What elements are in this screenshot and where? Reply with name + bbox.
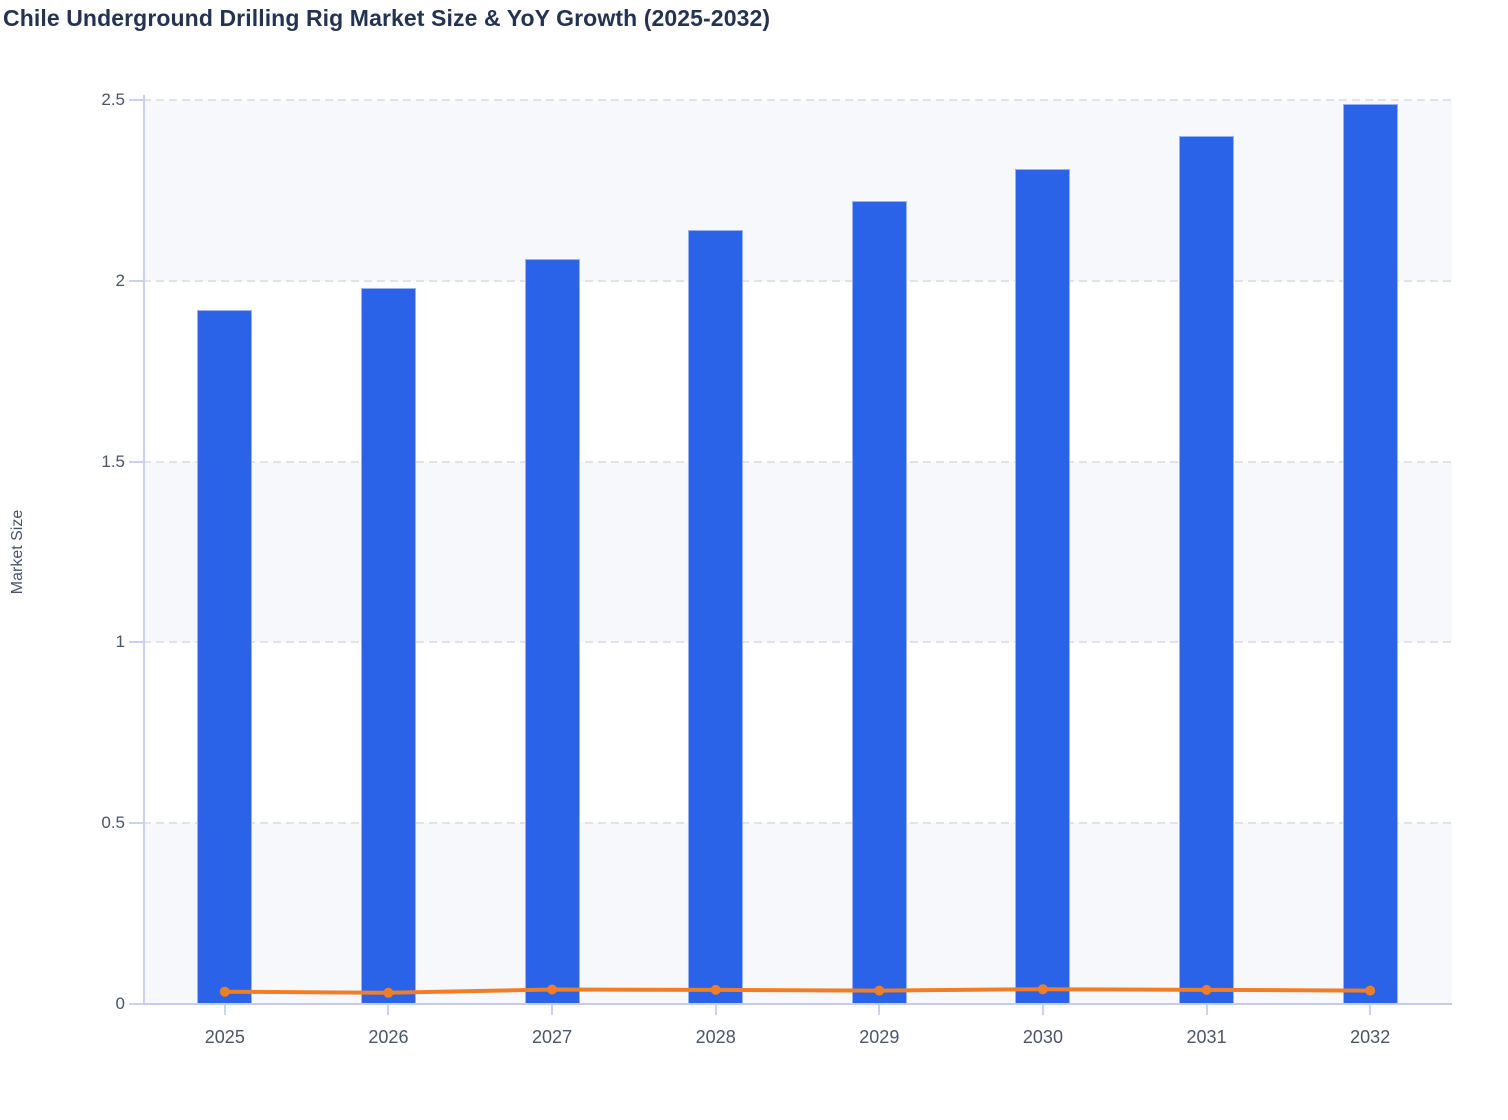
x-axis-tick-label: 2025 [204,1027,245,1047]
bar-2026[interactable] [360,288,416,1004]
x-axis-tick [1369,1005,1372,1015]
yoy-growth-line [222,987,1373,995]
y-axis-tick [129,822,143,825]
x-axis-tick-label: 2030 [1022,1027,1063,1047]
gridline [143,279,1452,282]
y-axis-line [143,95,145,1004]
bar-2025[interactable] [197,309,253,1004]
yoy-growth-point-2031[interactable] [1201,984,1212,995]
y-axis-tick-label: 0.5 [101,813,125,833]
yoy-growth-point-2030[interactable] [1037,984,1048,995]
yoy-growth-point-2032[interactable] [1365,985,1376,996]
bar-2031[interactable] [1179,136,1235,1004]
x-axis-tick [714,1005,717,1015]
x-axis-tick [1205,1005,1208,1015]
gridline [143,641,1452,644]
y-axis-tick-label: 1 [115,632,125,652]
y-axis-tick-label: 2 [115,270,125,290]
yoy-growth-point-2028[interactable] [710,984,721,995]
y-axis-tick-label: 0 [115,994,125,1013]
gridline [143,460,1452,463]
y-axis-tick-label: 1.5 [101,451,125,471]
gridline [143,99,1452,101]
x-axis-tick-label: 2032 [1350,1027,1391,1047]
y-axis-title: Market Size [9,509,26,595]
yoy-growth-line-layer [219,984,1376,998]
x-axis-tick-label: 2027 [532,1027,573,1047]
bar-2029[interactable] [851,201,907,1004]
x-axis-tick-label: 2028 [695,1027,736,1047]
x-axis-tick-label: 2029 [859,1027,900,1047]
y-axis-tick [129,641,143,644]
yoy-growth-point-2026[interactable] [383,987,394,998]
y-axis-tick [129,99,143,101]
yoy-growth-point-2027[interactable] [547,984,558,995]
x-axis-tick [551,1005,554,1015]
bar-2030[interactable] [1015,168,1071,1004]
bar-2032[interactable] [1342,103,1398,1004]
x-axis-tick-label: 2031 [1186,1027,1227,1047]
gridline [143,822,1452,825]
x-axis-tick [878,1005,881,1015]
x-axis-tick [387,1005,390,1015]
x-axis-line [143,1003,1452,1005]
y-axis-tick [129,1003,143,1005]
bar-2028[interactable] [688,230,744,1004]
chart-title: Chile Underground Drilling Rig Market Si… [3,5,771,31]
y-axis-tick [129,460,143,463]
y-axis-tick-label: 2.5 [101,90,125,109]
x-axis-tick [1041,1005,1044,1015]
yoy-growth-point-2025[interactable] [219,986,230,997]
x-axis-tick [223,1005,226,1015]
x-axis-tick-label: 2026 [368,1027,409,1047]
bar-2027[interactable] [524,259,580,1004]
yoy-growth-point-2029[interactable] [874,985,885,996]
y-axis-tick [129,279,143,282]
